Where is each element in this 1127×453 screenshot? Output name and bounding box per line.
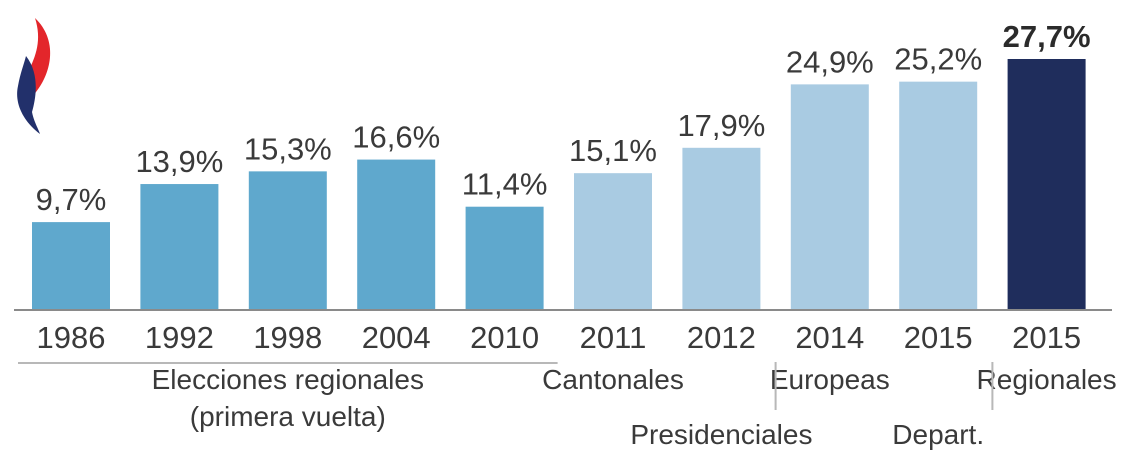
year-label-6: 2012 [687,320,756,355]
year-label-9: 2015 [1012,320,1081,355]
value-label-1: 13,9% [135,144,223,179]
bar-0 [32,222,110,310]
value-label-9: 27,7% [1003,19,1091,54]
year-label-4: 2010 [470,320,539,355]
year-label-0: 1986 [37,320,106,355]
year-label-1: 1992 [145,320,214,355]
group-label-0-1: (primera vuelta) [190,401,386,432]
value-label-4: 11,4% [462,167,548,202]
flame-icon [17,18,51,134]
bar-1 [140,184,219,310]
group-label-1-0: Cantonales [542,364,684,395]
bar-8 [899,81,978,310]
year-label-7: 2014 [795,320,864,355]
value-label-7: 24,9% [786,44,874,79]
value-label-0: 9,7% [36,182,107,217]
year-label-5: 2011 [580,320,647,355]
value-label-2: 15,3% [244,131,332,166]
bar-7 [790,84,869,310]
value-label-5: 15,1% [569,133,657,168]
bar-4 [465,206,544,310]
year-label-3: 2004 [362,320,431,355]
year-label-8: 2015 [904,320,973,355]
bar-3 [357,159,436,310]
group-label-4-0: Depart. [892,419,984,450]
bar-5 [574,173,652,310]
group-label-5-0: Regionales [977,364,1117,395]
bar-2 [248,171,327,310]
bar-9 [1007,59,1086,310]
year-label-2: 1998 [253,320,322,355]
bar-6 [682,147,761,310]
value-label-8: 25,2% [894,42,982,77]
value-label-6: 17,9% [677,108,765,143]
group-label-0-0: Elecciones regionales [152,364,424,395]
value-label-3: 16,6% [352,120,440,155]
group-label-2-0: Presidenciales [630,419,812,450]
group-label-3-0: Europeas [770,364,890,395]
